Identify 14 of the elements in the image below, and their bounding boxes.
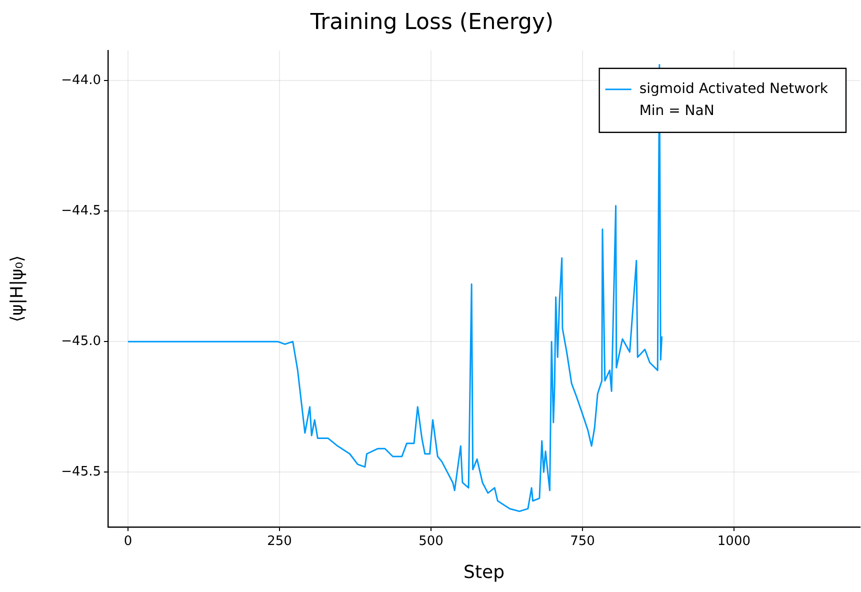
x-tick-label: 250 xyxy=(267,534,292,550)
y-tick-label: −45.5 xyxy=(61,464,101,480)
x-tick-label: 500 xyxy=(418,534,444,550)
annotation: Min = NaN xyxy=(639,103,714,120)
chart-title: Training Loss (Energy) xyxy=(309,10,554,35)
y-tick-label: −44.0 xyxy=(61,72,101,88)
x-axis-title: Step xyxy=(464,562,504,583)
y-axis-title: ⟨ψ|H|ψ₀⟩ xyxy=(8,255,28,322)
y-tick-label: −44.5 xyxy=(61,203,101,218)
legend-label: sigmoid Activated Network xyxy=(639,81,829,98)
x-tick-label: 1000 xyxy=(717,534,751,550)
x-tick-label: 0 xyxy=(124,534,132,550)
x-tick-label: 750 xyxy=(570,534,595,550)
y-tick-label: −45.0 xyxy=(61,334,101,349)
